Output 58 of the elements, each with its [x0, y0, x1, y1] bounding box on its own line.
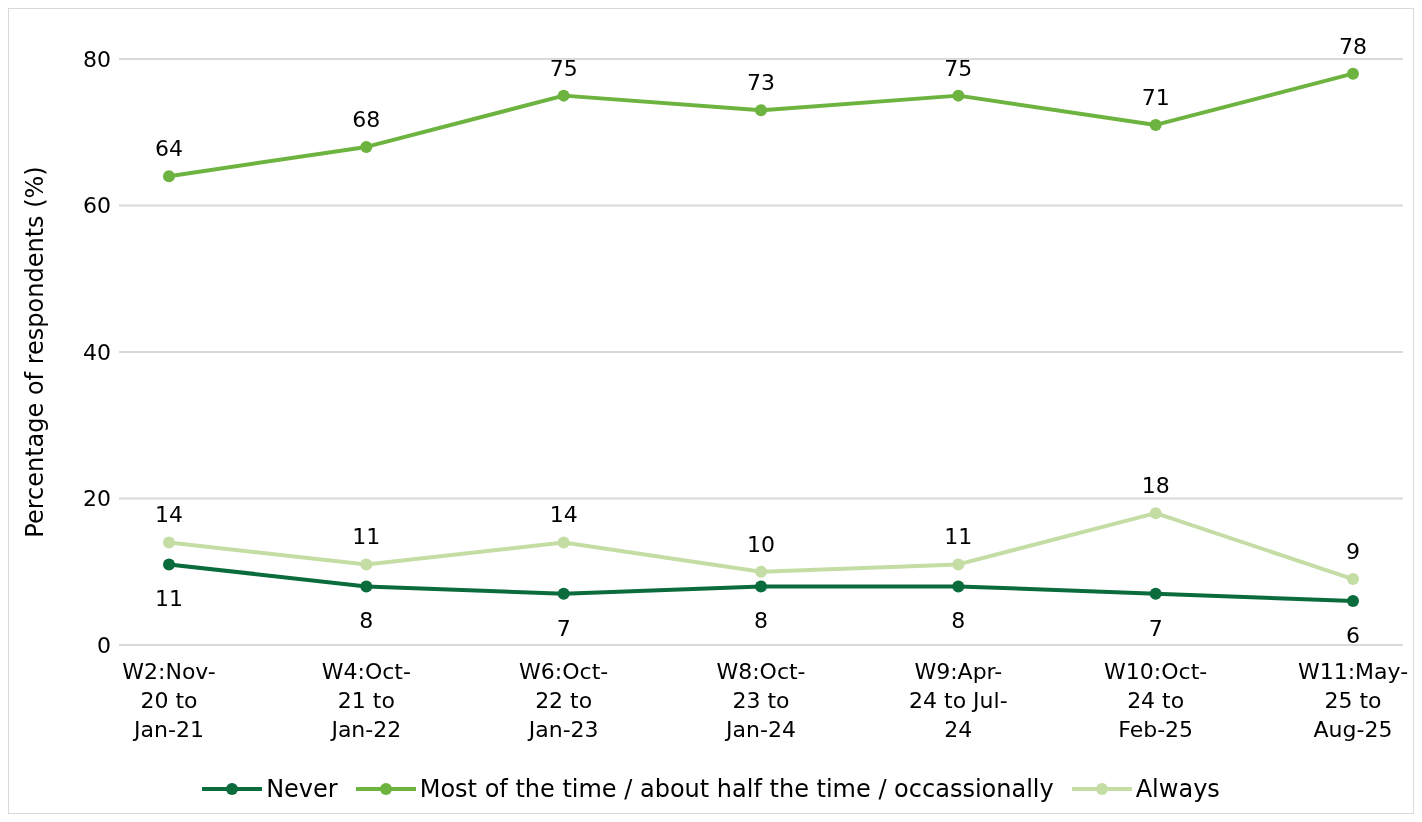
legend-label: Always	[1135, 775, 1220, 803]
point	[557, 89, 570, 102]
point	[360, 580, 373, 593]
legend-label: Never	[266, 775, 338, 803]
point	[557, 536, 570, 549]
data-label: 6	[1346, 623, 1360, 649]
data-label: 68	[352, 106, 381, 132]
point	[952, 580, 965, 593]
data-label: 73	[747, 70, 775, 96]
data-label: 11	[944, 524, 973, 550]
data-label: 18	[1141, 473, 1170, 499]
data-label: 8	[754, 608, 768, 634]
y-axis-title: Percentage of respondents (%)	[20, 166, 49, 538]
x-tick-label: W9:Apr- 24 to Jul- 24	[909, 659, 1008, 742]
point	[360, 558, 373, 571]
data-label: 11	[352, 524, 381, 550]
point	[163, 558, 175, 571]
data-label: 7	[1148, 615, 1163, 641]
y-tick-label: 0	[97, 632, 111, 658]
x-tick-label: W6:Oct- 22 to Jan-23	[519, 659, 609, 742]
data-label: 9	[1346, 539, 1360, 565]
data-label: 14	[549, 502, 578, 528]
point	[163, 536, 175, 549]
point	[755, 104, 767, 117]
point	[557, 587, 570, 600]
point	[755, 580, 767, 593]
y-tick-label: 80	[83, 46, 111, 72]
x-tick-label: W4:Oct- 21 to Jan-22	[321, 659, 411, 742]
point	[1149, 118, 1162, 131]
data-label: 10	[747, 531, 775, 557]
point	[1149, 587, 1162, 600]
data-label: 14	[155, 502, 183, 528]
data-label: 7	[556, 615, 571, 641]
legend-label: Most of the time / about half the time / occassionally	[419, 775, 1054, 803]
data-label: 8	[359, 608, 374, 634]
data-label: 8	[951, 608, 966, 634]
point	[1347, 595, 1359, 608]
data-label: 71	[1141, 84, 1170, 110]
x-tick-label: W10:Oct- 24 to Feb-25	[1104, 659, 1208, 742]
y-tick-label: 40	[83, 339, 111, 365]
point	[1347, 67, 1359, 80]
point	[360, 140, 373, 153]
x-tick-label: W2:Nov- 20 to Jan-21	[122, 659, 216, 742]
point	[952, 89, 965, 102]
data-label: 75	[944, 55, 973, 81]
point	[755, 565, 767, 578]
x-tick-label: W11:May- 25 to Aug-25	[1297, 659, 1409, 742]
data-label: 78	[1339, 33, 1367, 59]
point	[1149, 507, 1162, 520]
y-tick-label: 60	[83, 193, 111, 219]
point	[163, 170, 175, 183]
point	[952, 558, 965, 571]
data-label: 64	[155, 136, 183, 162]
x-tick-label: W8:Oct- 23 to Jan-24	[716, 659, 806, 742]
y-tick-label: 20	[83, 486, 111, 512]
data-label: 75	[549, 55, 578, 81]
point	[1347, 573, 1359, 586]
data-label: 11	[155, 586, 183, 612]
